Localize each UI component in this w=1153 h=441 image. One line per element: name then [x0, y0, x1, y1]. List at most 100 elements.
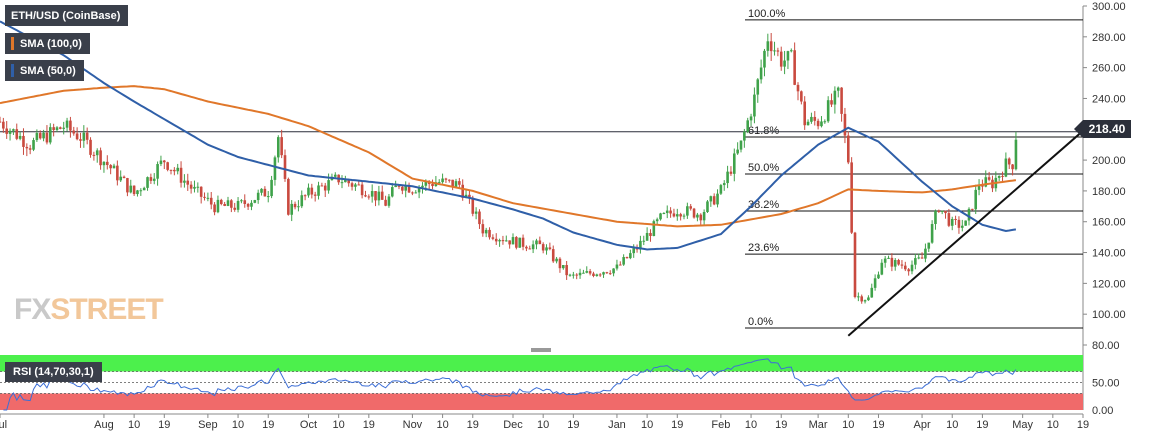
candle-body	[712, 196, 716, 205]
candle-body	[736, 149, 739, 154]
candle-body	[173, 169, 176, 172]
candle-body	[796, 84, 800, 92]
last-price-tag: 218.40	[1074, 120, 1131, 138]
x-tick-label: 19	[567, 419, 579, 431]
candle-body	[447, 179, 451, 181]
candle-body	[873, 278, 877, 288]
candle-body	[722, 183, 726, 186]
x-tick-label: May	[1012, 419, 1033, 431]
candle-body	[974, 189, 978, 210]
candle-body	[313, 194, 317, 196]
candle-body	[327, 180, 330, 191]
candle-body	[997, 175, 1001, 178]
candle-body	[863, 300, 867, 302]
candle-body	[159, 160, 163, 165]
x-tick-label: 19	[976, 419, 988, 431]
x-tick-label: 19	[262, 419, 274, 431]
candle-body	[759, 67, 763, 80]
candle-body	[793, 50, 796, 85]
candle-body	[987, 177, 991, 180]
x-tick-label: Jul	[0, 419, 7, 431]
candle-body	[776, 50, 780, 52]
candle-body	[645, 232, 649, 241]
fib-label: 23.6%	[748, 242, 779, 254]
candle-body	[280, 137, 283, 156]
candle-body	[45, 132, 49, 143]
x-tick-label: 10	[128, 419, 140, 431]
candle-body	[79, 139, 82, 141]
candle-body	[555, 258, 558, 262]
candle-body	[907, 269, 910, 272]
rsi-tick-label: 50.00	[1092, 378, 1120, 390]
candle-body	[18, 135, 22, 139]
candle-body	[424, 181, 428, 186]
candle-body	[910, 264, 914, 272]
candle-body	[276, 137, 280, 158]
candle-body	[572, 274, 575, 276]
x-tick-label: Apr	[913, 419, 930, 431]
candle-body	[595, 274, 599, 277]
candle-body	[156, 164, 159, 179]
candle-body	[816, 120, 820, 127]
candle-body	[397, 185, 401, 187]
candle-body	[525, 246, 528, 249]
candle-body	[380, 191, 384, 200]
candle-body	[860, 296, 864, 302]
symbol-legend[interactable]: ETH/USD (CoinBase)	[5, 5, 129, 26]
candle-body	[1004, 158, 1008, 177]
x-tick-label: Jan	[608, 419, 626, 431]
candle-body	[763, 50, 766, 68]
candle-body	[692, 208, 696, 218]
sma100-legend[interactable]: SMA (100,0)	[5, 33, 90, 54]
candle-body	[32, 140, 35, 150]
x-tick-label: Feb	[711, 419, 730, 431]
candle-body	[682, 215, 686, 217]
candle-body	[672, 213, 676, 217]
x-tick-label: 10	[842, 419, 854, 431]
candle-body	[230, 200, 233, 208]
candle-body	[317, 185, 320, 196]
x-tick-label: 19	[775, 419, 787, 431]
candle-body	[937, 210, 941, 212]
candle-body	[404, 185, 408, 191]
candle-body	[749, 116, 753, 121]
candle-body	[12, 129, 15, 131]
candle-body	[310, 187, 314, 195]
candle-body	[65, 120, 69, 128]
candle-body	[350, 183, 354, 187]
candle-body	[417, 187, 421, 193]
candle-body	[189, 184, 193, 189]
y-tick-label: 260.00	[1092, 63, 1126, 75]
candle-body	[283, 155, 287, 179]
candle-body	[686, 206, 689, 216]
y-tick-label: 300.00	[1092, 1, 1126, 13]
candle-body	[323, 185, 327, 191]
candle-body	[243, 200, 247, 204]
candle-body	[897, 260, 900, 265]
candle-body	[639, 240, 642, 250]
candle-body	[48, 127, 52, 143]
candle-body	[491, 237, 495, 239]
candle-body	[615, 264, 619, 269]
candle-body	[263, 188, 267, 197]
candle-body	[538, 240, 542, 245]
candle-body	[437, 182, 441, 184]
candle-body	[236, 200, 240, 210]
candle-body	[216, 199, 220, 213]
candle-body	[582, 272, 585, 274]
candle-body	[830, 100, 833, 105]
candle-body	[270, 179, 273, 197]
candle-body	[72, 130, 76, 134]
sma50-legend[interactable]: SMA (50,0)	[5, 60, 84, 81]
candle-body	[22, 135, 25, 147]
candle-body	[679, 214, 682, 217]
candle-body	[531, 244, 535, 250]
candle-body	[924, 248, 927, 259]
candle-body	[223, 204, 226, 206]
candle-body	[853, 232, 857, 297]
candle-body	[659, 213, 662, 220]
rsi-legend[interactable]: RSI (14,70,30,1)	[5, 362, 102, 382]
candle-body	[401, 186, 404, 191]
candle-body	[810, 116, 813, 122]
